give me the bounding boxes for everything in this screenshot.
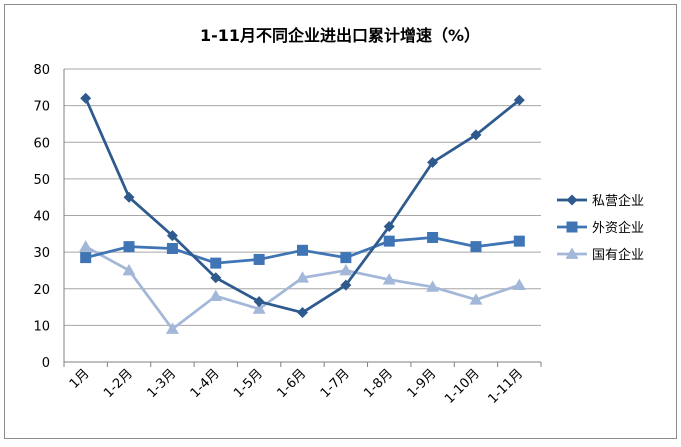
data-point (210, 272, 222, 284)
series-2 (80, 231, 525, 269)
data-point (80, 92, 92, 104)
y-tick-label: 40 (33, 210, 50, 225)
data-point (470, 241, 482, 253)
y-tick-label: 10 (33, 319, 50, 334)
data-point (469, 293, 483, 305)
legend-label: 国有企业 (592, 247, 644, 263)
data-point (123, 241, 135, 253)
legend-marker (566, 194, 578, 206)
series-3 (79, 240, 526, 334)
data-point (123, 191, 135, 203)
data-point (166, 242, 178, 254)
y-tick-label: 80 (33, 63, 50, 78)
legend-label: 私营企业 (592, 193, 644, 209)
data-point (340, 279, 352, 291)
legend-item: 外资企业 (557, 220, 644, 236)
legend-marker (566, 221, 578, 233)
legend-item: 私营企业 (557, 193, 644, 209)
y-tick-label: 20 (33, 283, 50, 298)
data-point (513, 94, 525, 106)
series-layer (79, 92, 526, 334)
legend-label: 外资企业 (592, 220, 644, 236)
data-point (253, 296, 265, 308)
data-point (122, 263, 136, 276)
y-tick-label: 0 (42, 356, 50, 371)
y-tick-label: 70 (33, 100, 50, 115)
data-point (426, 280, 440, 292)
y-tick-label: 50 (33, 173, 50, 188)
data-point (340, 252, 352, 264)
y-tick-label: 60 (33, 136, 50, 151)
chart-border (4, 4, 677, 439)
data-point (165, 322, 179, 334)
data-point (339, 263, 353, 276)
series-1 (80, 92, 525, 319)
data-point (470, 129, 482, 141)
data-point (427, 231, 439, 243)
y-tick-label: 30 (33, 246, 50, 261)
data-point (252, 302, 266, 314)
data-point (297, 307, 308, 319)
data-point (79, 240, 93, 252)
data-point (427, 156, 439, 168)
data-point (166, 230, 178, 242)
data-point (513, 235, 525, 247)
data-point (80, 252, 92, 264)
data-point (383, 220, 395, 232)
chart-title: 1-11月不同企业进出口累计增速（%） (200, 26, 480, 45)
data-point (383, 235, 395, 247)
data-point (253, 253, 265, 265)
data-point (209, 289, 223, 301)
data-point (297, 244, 308, 256)
data-point (296, 271, 309, 283)
data-point (382, 273, 396, 285)
data-point (512, 278, 526, 290)
data-point (210, 257, 222, 269)
legend-marker (565, 247, 579, 259)
legend-item: 国有企业 (557, 247, 644, 263)
